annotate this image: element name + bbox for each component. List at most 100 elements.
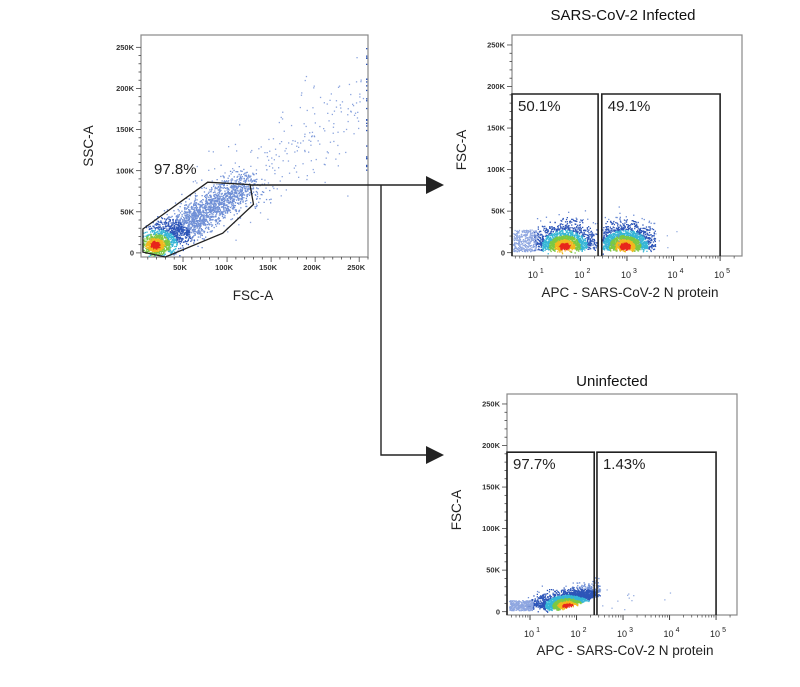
- event-dot: [222, 201, 224, 203]
- event-dot: [562, 232, 564, 234]
- event-dot: [183, 226, 185, 228]
- event-dot: [176, 240, 178, 242]
- event-dot: [566, 241, 568, 243]
- event-dot: [157, 246, 159, 249]
- event-dot: [161, 217, 163, 219]
- event-dot: [148, 243, 150, 245]
- event-dot: [353, 133, 355, 135]
- event-dot: [561, 233, 563, 235]
- event-dot: [223, 200, 226, 203]
- event-dot: [560, 239, 562, 241]
- event-dot: [560, 234, 562, 236]
- event-dot: [186, 234, 188, 236]
- event-dot: [220, 198, 223, 200]
- event-dot: [211, 198, 213, 200]
- event-dot: [176, 232, 179, 235]
- event-dot: [236, 150, 238, 152]
- event-dot: [149, 228, 151, 230]
- event-dot: [214, 200, 217, 202]
- event-dot: [554, 238, 556, 240]
- event-dot: [176, 244, 178, 246]
- event-dot: [561, 229, 563, 232]
- event-dot: [199, 212, 201, 214]
- event-dot: [567, 238, 569, 240]
- event-dot: [165, 237, 167, 239]
- event-dot: [148, 238, 150, 240]
- event-dot: [192, 208, 194, 210]
- event-dot: [178, 210, 180, 212]
- event-dot: [154, 252, 156, 254]
- event-dot: [589, 247, 591, 249]
- event-dot: [589, 244, 591, 247]
- event-dot: [158, 232, 160, 235]
- event-dot: [555, 248, 557, 250]
- event-dot: [207, 205, 209, 208]
- event-dot: [568, 243, 570, 245]
- event-dot: [223, 180, 226, 182]
- event-dot: [562, 238, 564, 240]
- event-dot: [214, 200, 216, 202]
- event-dot: [173, 224, 175, 227]
- event-dot: [246, 178, 248, 180]
- event-dot: [567, 243, 569, 245]
- event-dot: [244, 194, 246, 196]
- event-dot: [560, 243, 562, 246]
- event-dot: [542, 226, 544, 228]
- event-dot: [557, 227, 559, 229]
- event-dot: [563, 241, 565, 243]
- event-dot: [573, 242, 575, 244]
- event-dot: [555, 243, 557, 245]
- event-dot: [173, 241, 176, 243]
- event-dot: [566, 248, 568, 250]
- event-dot: [548, 247, 550, 249]
- event-dot: [161, 217, 164, 220]
- event-dot: [196, 210, 198, 212]
- event-dot: [167, 222, 169, 224]
- event-dot: [164, 233, 167, 235]
- event-dot: [201, 234, 203, 237]
- event-dot: [588, 226, 590, 228]
- event-dot: [595, 245, 597, 247]
- event-dot: [185, 220, 187, 222]
- event-dot: [148, 255, 150, 257]
- event-dot: [549, 234, 551, 237]
- event-dot: [238, 185, 240, 187]
- event-dot: [154, 234, 156, 237]
- event-dot: [545, 235, 547, 238]
- event-dot: [540, 246, 542, 249]
- event-dot: [560, 223, 562, 225]
- gate-outline[interactable]: [142, 181, 255, 258]
- event-dot: [160, 245, 162, 247]
- event-dot: [248, 188, 250, 191]
- event-dot: [236, 195, 238, 198]
- event-dot: [588, 235, 590, 237]
- event-dot: [179, 220, 181, 222]
- event-dot: [569, 250, 571, 252]
- event-dot: [220, 212, 222, 214]
- event-dot: [239, 179, 241, 181]
- event-dot: [168, 235, 170, 238]
- event-dot: [552, 244, 554, 246]
- event-dot: [193, 239, 195, 241]
- event-dot: [573, 230, 575, 233]
- event-dot: [186, 234, 188, 236]
- event-dot: [584, 210, 587, 212]
- event-dot: [208, 223, 210, 225]
- event-dot: [207, 215, 209, 217]
- event-dot: [184, 204, 186, 207]
- event-dot: [234, 209, 236, 211]
- event-dot: [157, 238, 159, 240]
- event-dot: [153, 237, 155, 239]
- event-dot: [564, 233, 567, 235]
- event-dot: [230, 173, 232, 175]
- event-dot: [240, 202, 242, 205]
- event-dot: [162, 223, 164, 225]
- event-dot: [169, 250, 171, 252]
- event-dot: [567, 244, 569, 246]
- event-dot: [248, 176, 250, 178]
- event-dot: [163, 241, 166, 243]
- gate-1[interactable]: 97.8%: [142, 161, 255, 258]
- event-dot: [569, 229, 571, 232]
- event-dot: [248, 194, 251, 196]
